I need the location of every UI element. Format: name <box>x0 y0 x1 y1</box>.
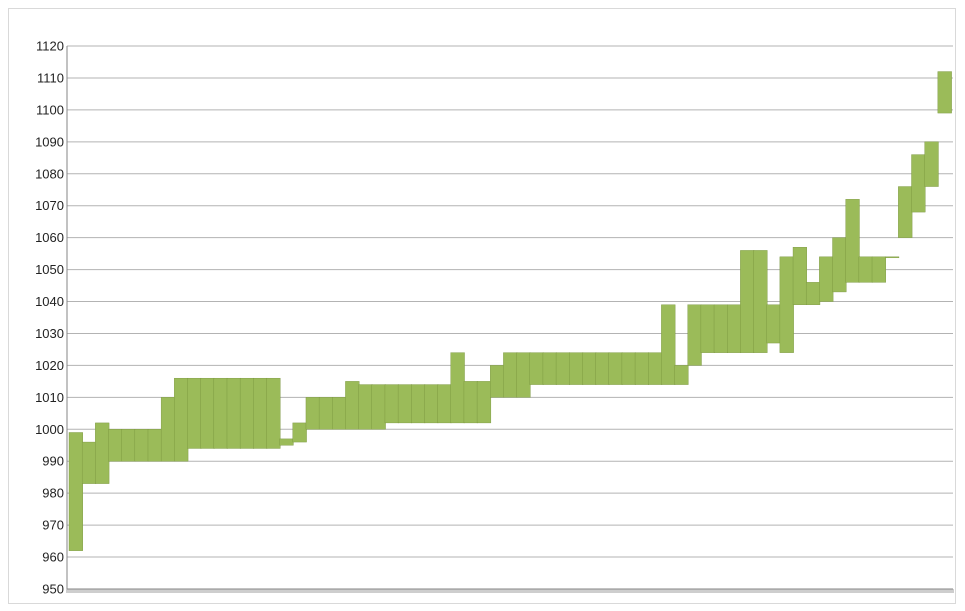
bar <box>226 377 241 449</box>
bar <box>845 199 860 283</box>
bar <box>582 352 597 385</box>
bar <box>661 304 676 385</box>
y-tick-label: 950 <box>42 582 64 597</box>
bar <box>766 304 781 344</box>
bar <box>397 384 413 424</box>
bar <box>819 256 834 302</box>
bar <box>740 250 755 353</box>
y-tick-label: 1030 <box>35 326 64 341</box>
bar <box>753 250 768 353</box>
bar <box>411 384 426 424</box>
bar <box>266 377 281 449</box>
bar <box>569 352 584 385</box>
bar <box>279 438 294 446</box>
bar <box>95 422 110 484</box>
y-tick-label: 980 <box>42 486 64 501</box>
y-tick-label: 1050 <box>35 262 64 277</box>
y-tick-label: 990 <box>42 454 64 469</box>
bar <box>503 352 518 398</box>
y-tick-label: 1070 <box>35 198 64 213</box>
x-axis <box>66 46 954 593</box>
bar <box>911 154 926 213</box>
bar <box>490 365 505 398</box>
bar <box>213 377 228 449</box>
bar <box>384 384 399 424</box>
bar <box>871 256 886 283</box>
bar <box>476 381 492 424</box>
bar <box>292 422 307 443</box>
bar <box>687 304 702 366</box>
bar <box>792 247 807 305</box>
bar <box>924 141 939 187</box>
y-tick-label: 1040 <box>35 294 64 309</box>
y-tick-label: 960 <box>42 550 64 565</box>
y-tick-label: 1060 <box>35 230 64 245</box>
bar <box>884 256 900 259</box>
bar <box>700 304 715 353</box>
bar <box>805 282 821 305</box>
bar <box>516 352 531 398</box>
bar <box>121 429 136 462</box>
bar <box>81 441 97 484</box>
bar <box>608 352 623 385</box>
bar <box>937 71 952 114</box>
bar <box>108 429 123 462</box>
y-tick-label: 970 <box>42 518 64 533</box>
bar <box>174 377 189 462</box>
bar <box>253 377 268 449</box>
y-tick-label: 1100 <box>36 102 64 117</box>
bar <box>858 256 873 283</box>
bar <box>898 186 913 238</box>
y-tick-label: 1090 <box>35 134 64 149</box>
bar <box>437 384 452 424</box>
bar <box>542 352 557 385</box>
y-tick-label: 1020 <box>35 358 64 373</box>
bar <box>239 377 255 449</box>
bar <box>147 429 162 462</box>
bar <box>371 384 386 430</box>
bar <box>463 381 478 424</box>
bar <box>621 352 636 385</box>
bar <box>160 397 176 462</box>
bar <box>648 352 663 385</box>
chart-frame <box>8 8 956 604</box>
bar <box>305 397 320 430</box>
bar <box>832 237 847 293</box>
bar <box>68 432 83 551</box>
bar <box>555 352 571 385</box>
bar <box>779 256 794 353</box>
bar <box>727 304 742 353</box>
y-tick-label: 1080 <box>35 166 64 181</box>
y-tick-label: 1120 <box>36 39 64 54</box>
bars <box>68 71 952 551</box>
bar <box>134 429 149 462</box>
bar <box>713 304 729 353</box>
bar <box>424 384 439 424</box>
bar <box>187 377 202 449</box>
bar <box>674 365 689 385</box>
bar <box>318 397 334 430</box>
bar <box>200 377 215 449</box>
bar <box>345 381 360 430</box>
bar <box>595 352 610 385</box>
bar <box>358 384 373 430</box>
y-axis-tick-labels: 950 960 970 980 990 1000 1010 1020 1030 1040 1050 1… <box>35 39 64 597</box>
y-tick-label: 1000 <box>35 422 64 437</box>
y-tick-label: 1010 <box>35 390 64 405</box>
bar <box>634 352 650 385</box>
bar <box>529 352 544 385</box>
bar <box>332 397 347 430</box>
y-tick-label: 1110 <box>37 70 64 85</box>
bar <box>450 352 465 424</box>
